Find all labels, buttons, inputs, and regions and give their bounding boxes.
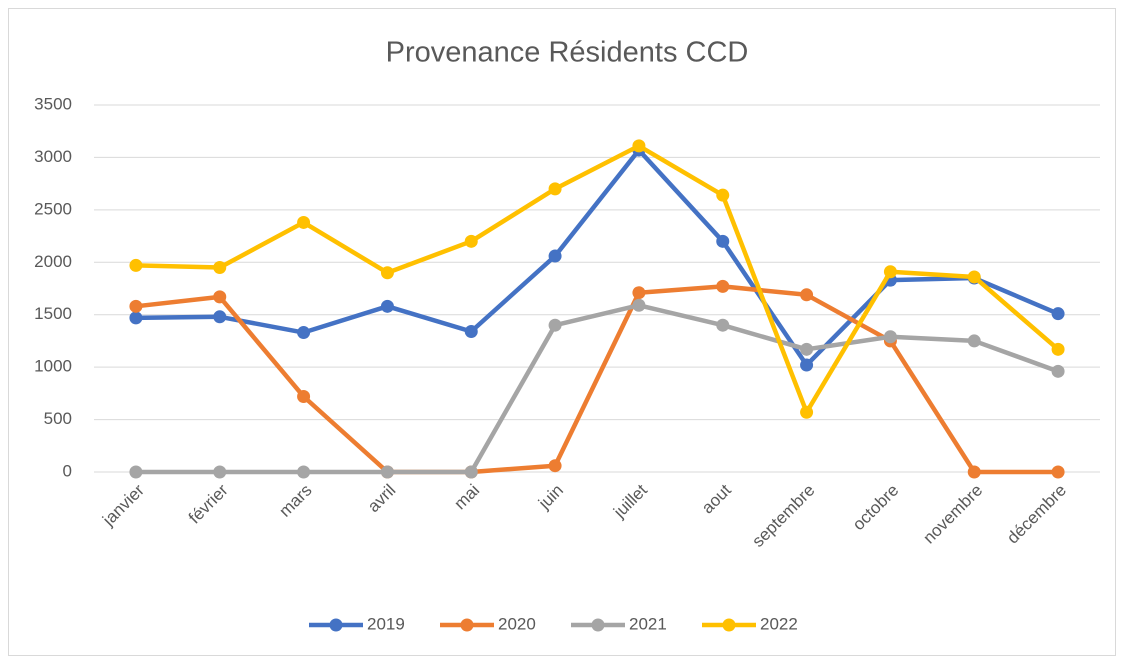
legend-marker [722, 618, 736, 632]
point-marker [1051, 465, 1065, 479]
point-marker [632, 139, 646, 153]
legend-label: 2021 [629, 614, 667, 633]
point-marker [380, 465, 394, 479]
point-marker [800, 342, 814, 356]
point-marker [967, 465, 981, 479]
point-marker [883, 330, 897, 344]
y-tick-label: 3500 [34, 94, 72, 113]
legend-label: 2020 [498, 614, 536, 633]
point-marker [548, 318, 562, 332]
point-marker [967, 270, 981, 284]
y-tick-label: 2500 [34, 199, 72, 218]
point-marker [213, 290, 227, 304]
point-marker [464, 234, 478, 248]
series-line [135, 303, 1059, 475]
legend-marker [329, 618, 343, 632]
y-tick-label: 500 [44, 409, 72, 428]
point-marker [716, 318, 730, 332]
legend-marker [460, 618, 474, 632]
series-line [135, 143, 1060, 415]
point-marker [883, 265, 897, 279]
point-marker [297, 390, 311, 404]
chart-border [8, 8, 1116, 656]
series-line [135, 147, 1059, 368]
point-marker [548, 459, 562, 473]
y-tick-label: 1500 [34, 304, 72, 323]
point-marker [297, 326, 311, 340]
series-line [135, 284, 1059, 475]
point-marker [129, 311, 143, 325]
point-marker [464, 324, 478, 338]
point-marker [380, 299, 394, 313]
chart-title: Provenance Résidents CCD [386, 37, 749, 69]
point-marker [297, 215, 311, 229]
point-marker [213, 465, 227, 479]
point-marker [1051, 364, 1065, 378]
legend-marker [591, 618, 605, 632]
point-marker [129, 465, 143, 479]
legend-label: 2019 [367, 614, 405, 633]
point-marker [464, 465, 478, 479]
point-marker [548, 182, 562, 196]
point-marker [716, 234, 730, 248]
point-marker [800, 405, 814, 419]
y-tick-label: 0 [63, 461, 72, 480]
point-marker [1051, 307, 1065, 321]
point-marker [716, 279, 730, 293]
point-marker [800, 288, 814, 302]
point-marker [129, 258, 143, 272]
point-marker [632, 298, 646, 312]
point-marker [967, 334, 981, 348]
point-marker [800, 358, 814, 372]
point-marker [548, 249, 562, 263]
point-marker [213, 310, 227, 324]
point-marker [129, 299, 143, 313]
point-marker [297, 465, 311, 479]
point-marker [632, 286, 646, 300]
point-marker [380, 266, 394, 280]
legend-label: 2022 [760, 614, 798, 633]
y-tick-label: 3000 [34, 147, 72, 166]
point-marker [1051, 342, 1065, 356]
point-marker [716, 188, 730, 202]
y-tick-label: 1000 [34, 357, 72, 376]
y-tick-label: 2000 [34, 252, 72, 271]
point-marker [213, 261, 227, 275]
